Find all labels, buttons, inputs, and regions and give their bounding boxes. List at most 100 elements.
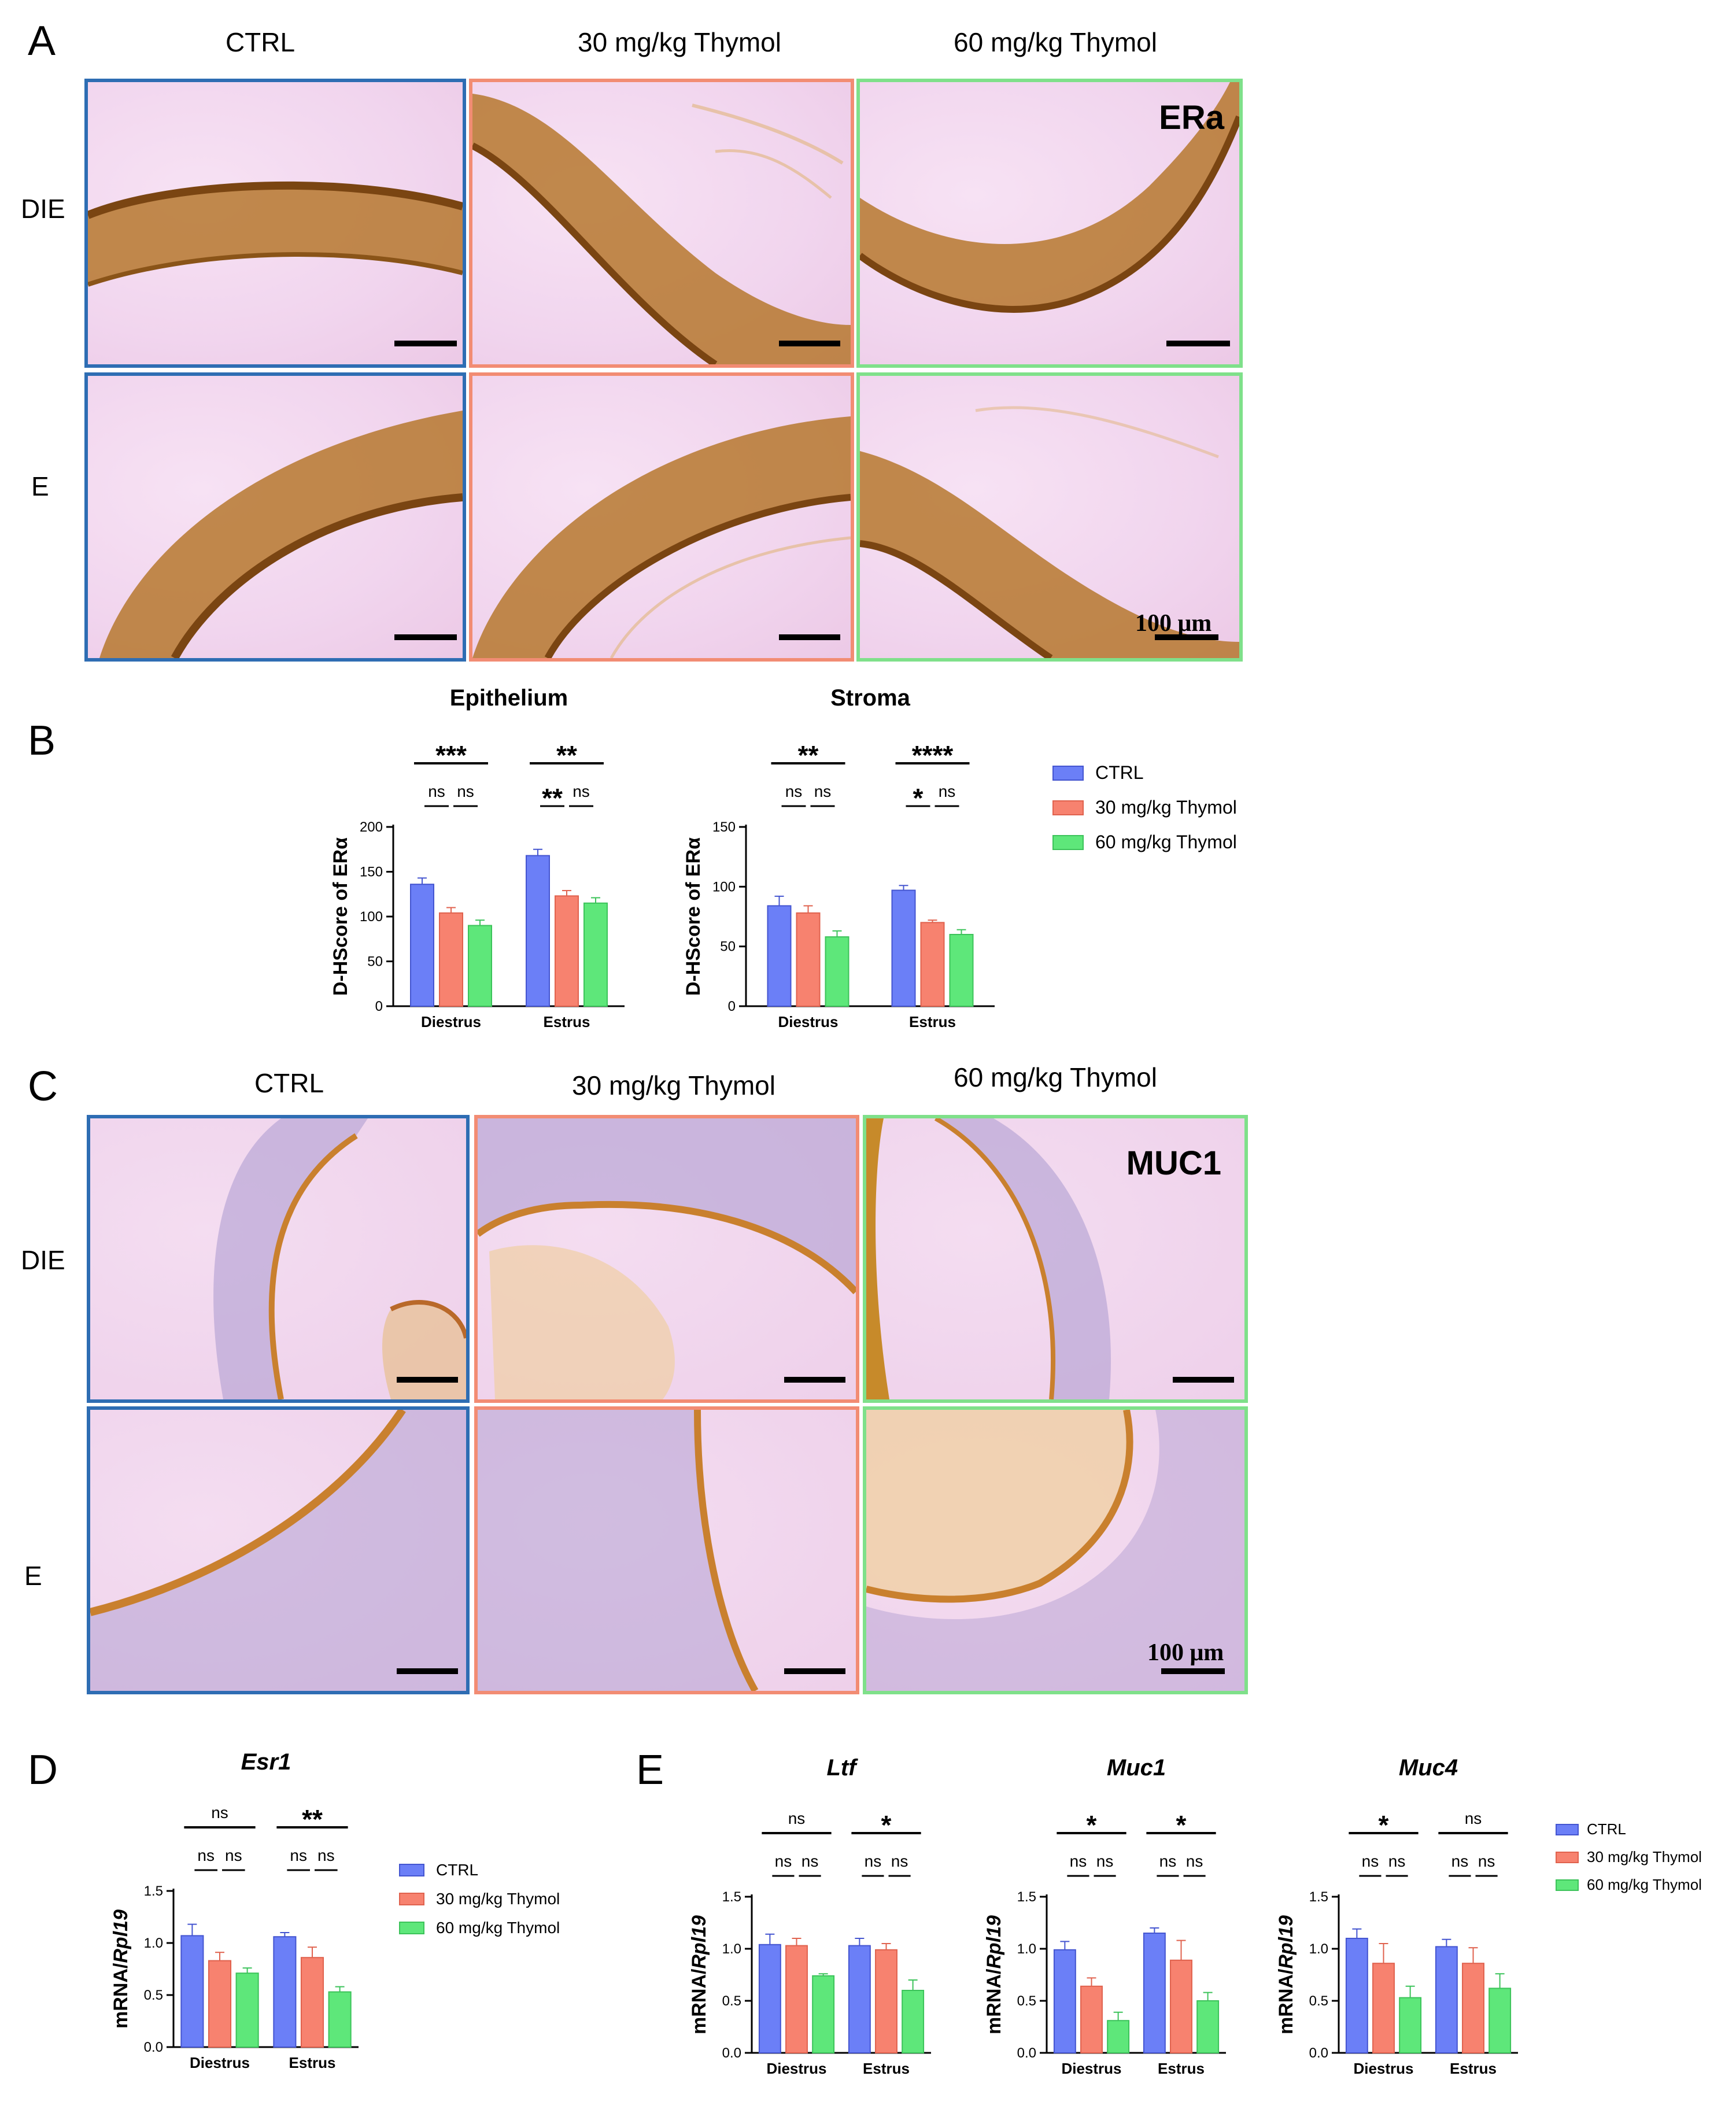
significance-label: ns — [1451, 1852, 1469, 1870]
y-tick-label: 1.0 — [1309, 1941, 1328, 1957]
chart-title: Muc1 — [1107, 1755, 1166, 1780]
panel-a-column-ctrl: CTRL — [225, 27, 296, 57]
significance-label: ** — [542, 783, 563, 813]
category-label: Estrus — [863, 2060, 910, 2077]
legend-b-item-30: 30 mg/kg Thymol — [1052, 797, 1237, 818]
stain-label-era: ERa — [1159, 99, 1224, 136]
significance-label: ns — [785, 782, 803, 800]
significance-label: ns — [1362, 1852, 1379, 1870]
y-axis-label-italic: Rpl19 — [688, 1915, 710, 1969]
significance-label-overall: *** — [435, 740, 467, 770]
bar-60-mg-kg-thymol — [902, 1990, 925, 2053]
micrograph-a-60-e: 100 μm — [856, 372, 1243, 662]
bar-ctrl — [1435, 1946, 1458, 2053]
significance-label: ns — [1478, 1852, 1495, 1870]
y-tick-label: 50 — [367, 954, 383, 970]
significance-label-overall: * — [1379, 1810, 1389, 1840]
micrograph-c-ctrl-e — [87, 1406, 470, 1694]
legend-label: 30 mg/kg Thymol — [1095, 797, 1237, 818]
significance-label: ns — [1388, 1852, 1406, 1870]
bar-60-mg-kg-thymol — [235, 1972, 259, 2048]
y-axis-label-italic: Rpl19 — [110, 1909, 132, 1963]
y-axis-label: mRNA/Rpl19 — [1275, 1915, 1297, 2034]
y-tick-label: 1.0 — [1017, 1941, 1036, 1957]
legend-swatch — [1556, 1823, 1579, 1835]
significance-label: ns — [1186, 1852, 1203, 1870]
legend-label: CTRL — [1587, 1820, 1626, 1838]
significance-label-overall: ns — [1465, 1809, 1482, 1827]
bar-30-mg-kg-thymol — [1372, 1963, 1395, 2054]
y-axis-label: mRNA/Rpl19 — [983, 1915, 1005, 2034]
bar-ctrl — [767, 905, 792, 1007]
y-tick-label: 0.5 — [1309, 1993, 1328, 2009]
bar-30-mg-kg-thymol — [208, 1960, 232, 2048]
bar-60-mg-kg-thymol — [949, 934, 974, 1007]
significance-label: ns — [317, 1846, 335, 1864]
significance-label: ns — [775, 1852, 792, 1870]
panel-c-row-e: E — [24, 1561, 42, 1591]
panel-a-column-30: 30 mg/kg Thymol — [578, 27, 781, 57]
micrograph-a-30-die — [469, 79, 854, 368]
y-axis-label-main: mRNA/ — [110, 1963, 132, 2029]
scale-bar-label-a: 100 μm — [1135, 610, 1212, 637]
significance-label-overall: * — [1176, 1810, 1187, 1840]
significance-label: ns — [801, 1852, 819, 1870]
panel-c-column-ctrl: CTRL — [254, 1068, 324, 1098]
legend-label: 60 mg/kg Thymol — [1095, 832, 1237, 852]
panel-c-row-die: DIE — [21, 1245, 65, 1275]
y-tick-label: 0.0 — [722, 2045, 741, 2061]
bar-30-mg-kg-thymol — [875, 1949, 897, 2053]
significance-label-overall: ns — [211, 1804, 228, 1822]
bar-ctrl — [273, 1936, 297, 2048]
legend-swatch — [399, 1922, 424, 1934]
bar-ctrl — [848, 1945, 871, 2053]
category-label: Estrus — [289, 2054, 336, 2071]
micrograph-a-60-die: ERa — [856, 79, 1243, 368]
legend-e-item-30: 30 mg/kg Thymol — [1556, 1848, 1702, 1866]
category-label: Estrus — [1450, 2060, 1497, 2077]
panel-c-column-30: 30 mg/kg Thymol — [572, 1070, 775, 1100]
y-tick-label: 1.5 — [1017, 1889, 1036, 1905]
category-label: Estrus — [909, 1013, 956, 1030]
bar-30-mg-kg-thymol — [1080, 1985, 1103, 2053]
micrograph-c-60-die: MUC1 — [863, 1115, 1248, 1403]
bar-30-mg-kg-thymol — [300, 1957, 324, 2048]
panel-letter-c: C — [28, 1063, 58, 1110]
bar-30-mg-kg-thymol — [1462, 1963, 1484, 2054]
legend-e-item-60: 60 mg/kg Thymol — [1556, 1876, 1702, 1894]
y-axis-label-main: mRNA/ — [1275, 1968, 1297, 2034]
y-axis-label-italic: Rpl19 — [1275, 1915, 1297, 1969]
legend-swatch — [399, 1893, 424, 1905]
scale-bar-label-c: 100 μm — [1147, 1639, 1224, 1666]
chart-stroma: Stroma 0 50 100 150 D-HScore of ERα Diestrus ns… — [682, 685, 995, 1030]
y-tick-label: 200 — [360, 819, 383, 835]
legend-label: CTRL — [436, 1861, 479, 1879]
y-axis-label: mRNA/Rpl19 — [688, 1915, 710, 2034]
y-axis-label: mRNA/Rpl19 — [110, 1909, 132, 2029]
bar-60-mg-kg-thymol — [468, 925, 492, 1007]
bar-30-mg-kg-thymol — [920, 922, 945, 1007]
bar-60-mg-kg-thymol — [328, 1991, 352, 2048]
chart-title: Ltf — [826, 1755, 858, 1780]
significance-label: ns — [572, 782, 590, 800]
bar-30-mg-kg-thymol — [1170, 1959, 1192, 2053]
y-tick-label: 0.5 — [1017, 1993, 1036, 2009]
significance-label: ns — [1070, 1852, 1087, 1870]
y-tick-label: 150 — [360, 865, 383, 880]
y-tick-label: 0.0 — [1309, 2045, 1328, 2061]
micrograph-c-30-e — [474, 1406, 859, 1694]
category-label: Diestrus — [766, 2060, 826, 2077]
panel-a-row-e: E — [31, 471, 49, 501]
category-label: Diestrus — [778, 1013, 838, 1030]
legend-e-item-ctrl: CTRL — [1556, 1820, 1626, 1838]
y-tick-label: 150 — [712, 819, 736, 835]
category-label: Diestrus — [190, 2054, 250, 2071]
bar-ctrl — [1345, 1938, 1368, 2053]
significance-label: * — [913, 783, 924, 813]
micrograph-c-60-e: 100 μm — [863, 1406, 1248, 1694]
significance-label-overall: ns — [788, 1809, 806, 1827]
